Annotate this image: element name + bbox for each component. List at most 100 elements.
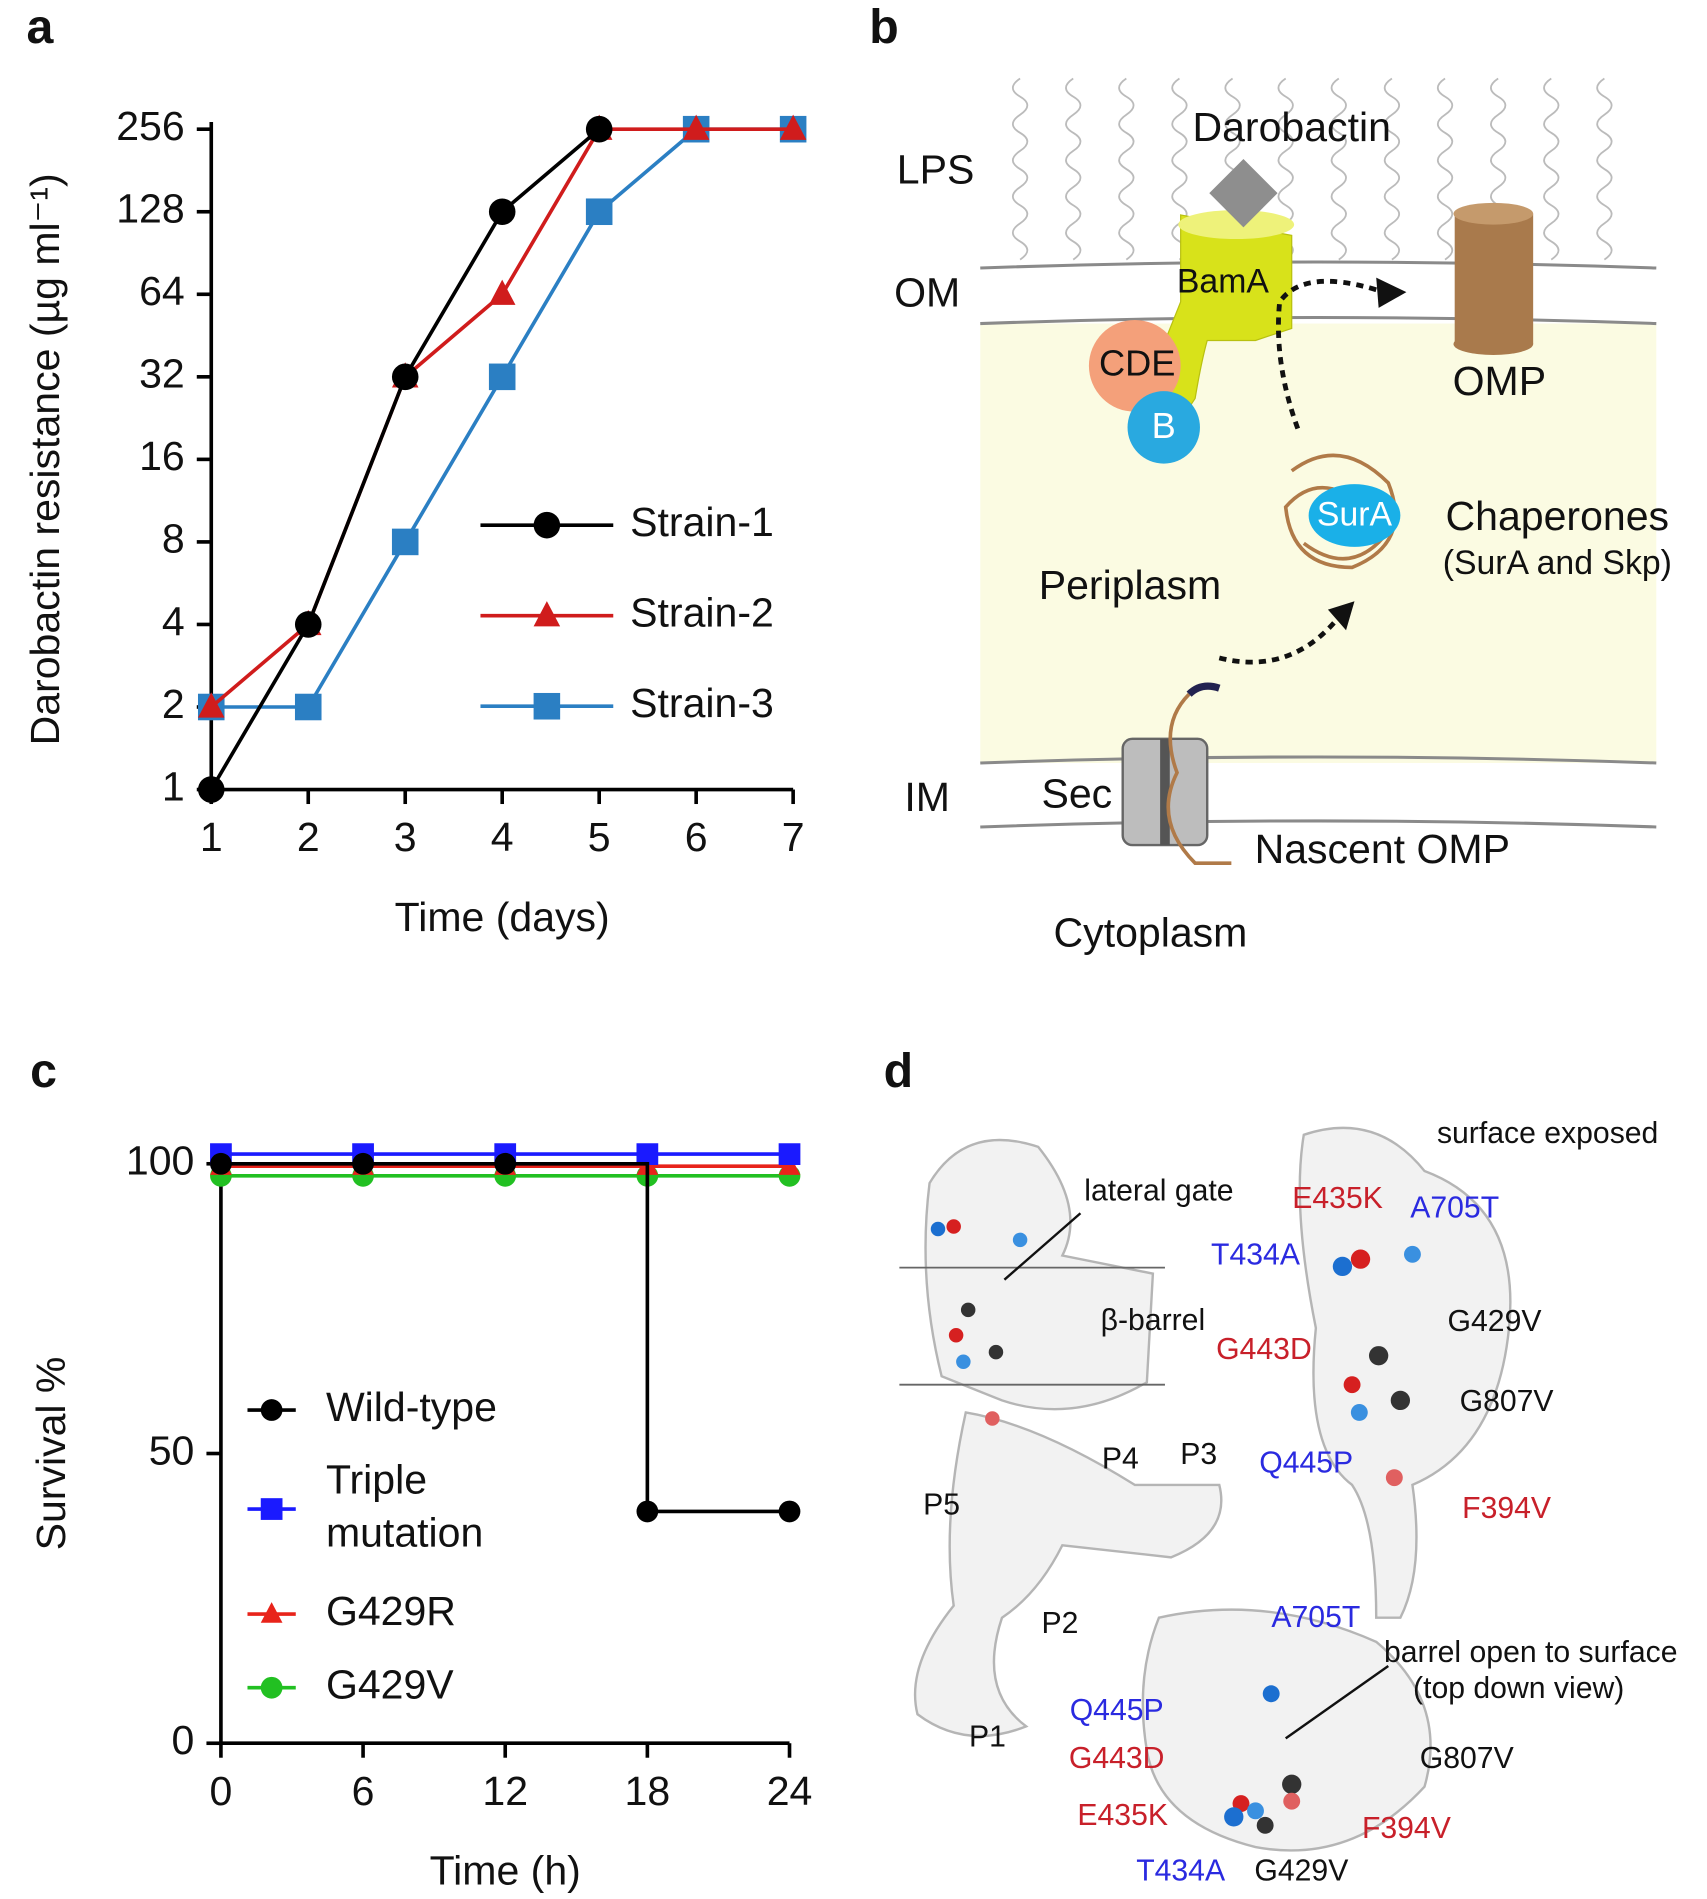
marker: [210, 1152, 232, 1175]
residue: [1012, 1232, 1028, 1248]
x-tick-label: 0: [210, 1768, 233, 1814]
structures: lateral gate β-barrel P5 P4 P3 P2 P1 sur…: [899, 1117, 1678, 1887]
label: G443D: [1216, 1333, 1312, 1366]
label: Q445P: [1259, 1446, 1353, 1479]
label: P1: [969, 1720, 1006, 1753]
periplasm-bg: [980, 323, 1657, 763]
marker: [294, 693, 322, 721]
residue: [1368, 1346, 1389, 1366]
x-tick-label: 5: [588, 814, 611, 860]
label: P3: [1180, 1438, 1217, 1471]
y-tick-label: 256: [116, 103, 184, 149]
lps-chain: [1171, 77, 1188, 261]
label: G807V: [1460, 1385, 1554, 1418]
marker: [585, 198, 613, 226]
label: Q445P: [1070, 1694, 1164, 1727]
label: Periplasm: [1039, 562, 1221, 608]
label: P2: [1041, 1607, 1078, 1640]
legend-marker: [260, 1498, 283, 1520]
x-tick-label: 6: [685, 814, 708, 860]
label: G429V: [1448, 1305, 1542, 1338]
residue: [1283, 1792, 1301, 1810]
residue: [1403, 1245, 1421, 1263]
omp-top: [1453, 202, 1534, 225]
pointer: [1003, 1212, 1082, 1281]
label: lateral gate: [1084, 1175, 1233, 1208]
x-tick-label: 4: [491, 814, 514, 860]
marker: [197, 776, 225, 803]
label: IM: [904, 774, 950, 820]
lps-chain: [1383, 77, 1401, 261]
label: barrel open to surface: [1384, 1636, 1678, 1669]
x-tick-label: 1: [200, 814, 223, 860]
arrow-head: [1376, 277, 1407, 308]
legend-label: G429V: [326, 1662, 454, 1708]
marker: [488, 363, 516, 391]
y-tick-label: 4: [162, 598, 185, 644]
label: E435K: [1292, 1182, 1383, 1215]
label: B: [1152, 405, 1176, 446]
signal: [1186, 682, 1221, 697]
y-tick-label: 128: [116, 186, 184, 232]
membrane: [980, 316, 1657, 326]
label: P5: [923, 1489, 960, 1522]
cde-shape: [1088, 319, 1181, 412]
residue: [1343, 1376, 1361, 1394]
legend-marker: [260, 1399, 283, 1421]
residue: [1224, 1807, 1244, 1827]
residue: [1256, 1816, 1274, 1834]
residue: [948, 1327, 964, 1343]
label: LPS: [897, 147, 975, 193]
x-tick-label: 2: [297, 814, 320, 860]
legend-label: Triple mutation: [326, 1456, 483, 1555]
lps-layer: [1011, 77, 1613, 261]
y-tick-label: 64: [139, 268, 185, 314]
legend-label: G429R: [326, 1588, 456, 1634]
residue: [1350, 1249, 1371, 1269]
y-tick-label: 0: [172, 1717, 195, 1763]
bama-top: [1178, 210, 1295, 240]
label: Sec: [1041, 771, 1112, 817]
pointer: [1284, 1664, 1389, 1740]
marker: [294, 611, 322, 638]
marker: [585, 115, 613, 143]
arrow: [1276, 278, 1377, 430]
y-tick-label: 50: [149, 1427, 195, 1473]
label: G807V: [1420, 1742, 1514, 1775]
residue: [1332, 1256, 1353, 1277]
legend-label: Wild-type: [326, 1384, 497, 1430]
series-line: [220, 1161, 790, 1514]
sura-shape: [1308, 484, 1401, 547]
x-tick-label: 6: [352, 1768, 375, 1814]
lps-chain: [1065, 77, 1082, 261]
marker: [352, 1152, 374, 1175]
lps-chain: [1543, 77, 1560, 261]
label: T434A: [1211, 1239, 1301, 1272]
y-tick-label: 16: [139, 433, 185, 479]
label: G443D: [1069, 1742, 1165, 1775]
y-tick-label: 32: [139, 351, 185, 397]
lps-chain: [1436, 77, 1454, 261]
residue: [946, 1219, 961, 1234]
legend-label: Strain-2: [630, 590, 774, 636]
residue: [930, 1221, 946, 1237]
membrane: [980, 819, 1657, 829]
marker: [682, 114, 710, 140]
structure: [1141, 1608, 1432, 1852]
residue: [1385, 1469, 1403, 1487]
label: A705T: [1410, 1192, 1499, 1225]
x-tick-label: 3: [394, 814, 417, 860]
marker: [488, 279, 516, 305]
lps-chain: [1596, 77, 1613, 261]
label: SurA: [1317, 496, 1393, 534]
panel-label: c: [30, 1044, 57, 1098]
y-tick-label: 8: [162, 516, 185, 562]
marker: [779, 114, 807, 140]
legend-marker: [533, 692, 561, 720]
label: surface exposed: [1437, 1117, 1658, 1150]
label: Darobactin: [1192, 104, 1390, 150]
label: (top down view): [1413, 1672, 1624, 1705]
residue: [1390, 1390, 1411, 1411]
x-tick-label: 7: [782, 814, 805, 860]
chain: [1166, 692, 1232, 865]
